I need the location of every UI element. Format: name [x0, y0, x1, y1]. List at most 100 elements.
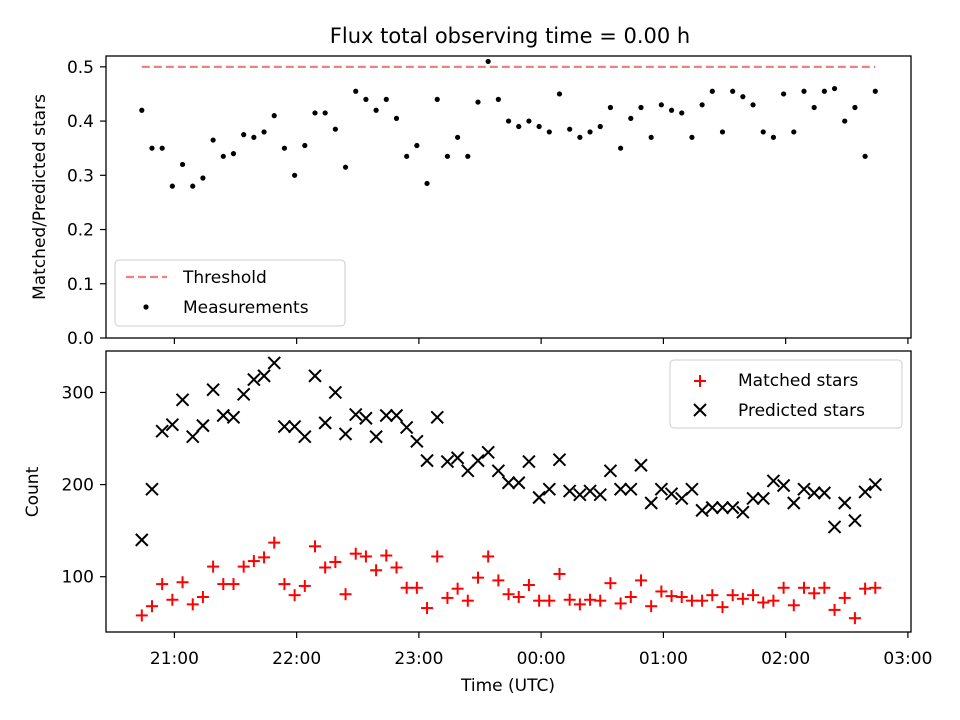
- measurement-point: [607, 104, 614, 111]
- measurement-point: [709, 88, 715, 94]
- predicted-stars-point: [715, 500, 730, 515]
- measurement-point: [332, 126, 338, 132]
- measurement-point: [719, 129, 726, 135]
- matched-stars-point: [838, 591, 851, 604]
- predicted-stars-point: [349, 407, 363, 422]
- predicted-stars-point: [644, 496, 658, 510]
- predicted-stars-point: [491, 464, 506, 478]
- matched-stars-point: [604, 577, 617, 590]
- measurement-point: [862, 153, 868, 159]
- bottom-y-tick-label: 200: [62, 476, 94, 496]
- predicted-stars-point: [532, 490, 546, 505]
- top-y-axis-label: Matched/Predicted stars: [30, 94, 50, 300]
- measurement-point: [760, 129, 766, 135]
- measurement-point: [618, 145, 624, 151]
- predicted-stars-point: [705, 500, 720, 515]
- predicted-stars-point: [399, 420, 414, 435]
- predicted-stars-point: [359, 411, 373, 425]
- measurement-point: [699, 102, 705, 108]
- matched-stars-point: [573, 598, 586, 611]
- x-tick-label: 03:00: [883, 649, 932, 669]
- predicted-stars-point: [562, 484, 577, 498]
- measurement-point: [750, 102, 756, 108]
- x-tick-label: 21:00: [150, 649, 199, 669]
- predicted-stars-point: [664, 487, 679, 501]
- matched-stars-point: [787, 599, 800, 612]
- matched-stars-point: [135, 609, 148, 622]
- predicted-stars-point: [135, 533, 149, 547]
- top-y-tick-label: 0.4: [67, 112, 94, 132]
- predicted-stars-point: [583, 484, 597, 498]
- measurement-point: [159, 145, 165, 151]
- matched-stars-point: [278, 578, 291, 591]
- predicted-stars-point: [848, 513, 862, 528]
- predicted-stars-point: [257, 369, 271, 383]
- predicted-stars-point: [196, 418, 210, 433]
- matched-stars-point: [716, 601, 729, 614]
- matched-stars-point: [471, 571, 484, 584]
- matched-stars-point: [634, 574, 647, 587]
- predicted-stars-point: [450, 451, 465, 465]
- measurement-point: [801, 88, 807, 94]
- top-legend-box: [114, 259, 346, 327]
- legend-predicted-label: Predicted stars: [738, 401, 865, 421]
- matched-stars-point: [533, 594, 546, 607]
- bottom-y-tick-label: 300: [62, 383, 94, 403]
- bottom-legend-box: [669, 359, 903, 429]
- matched-stars-point: [553, 567, 566, 580]
- x-tick-label: 01:00: [639, 649, 688, 669]
- measurement-point: [139, 107, 145, 113]
- predicted-stars-point: [338, 427, 353, 441]
- predicted-stars-point: [155, 424, 169, 438]
- measurement-point: [811, 104, 817, 111]
- predicted-stars-point: [501, 476, 516, 490]
- predicted-stars-point: [186, 429, 200, 444]
- measurement-point: [495, 96, 501, 102]
- measurement-point: [821, 88, 827, 94]
- legend-predicted-swatch: [693, 403, 707, 417]
- measurement-point: [363, 96, 369, 102]
- matched-stars-point: [655, 585, 668, 598]
- matched-stars-point: [706, 589, 719, 602]
- matched-stars-point: [726, 589, 739, 602]
- measurement-point: [536, 123, 542, 130]
- matched-stars-point: [482, 550, 495, 563]
- predicted-stars-point: [267, 356, 281, 370]
- matched-stars-point: [696, 594, 709, 607]
- matched-stars-point: [685, 594, 698, 607]
- legend-matched-label: Matched stars: [738, 371, 858, 391]
- bottom-legend: Matched stars Predicted stars: [669, 359, 903, 429]
- predicted-stars-point: [776, 478, 791, 493]
- predicted-stars-point: [838, 496, 852, 510]
- measurement-point: [628, 115, 634, 121]
- predicted-stars-point: [542, 482, 557, 496]
- predicted-stars-point: [797, 482, 811, 496]
- matched-stars-point: [145, 600, 158, 613]
- top-chart-title: Flux total observing time = 0.00 h: [330, 24, 690, 48]
- measurement-point: [220, 153, 226, 159]
- predicted-stars-point: [756, 491, 770, 506]
- measurement-point: [404, 153, 410, 159]
- measurement-point: [444, 153, 451, 159]
- predicted-stars-point: [226, 410, 241, 425]
- matched-stars-point: [757, 596, 770, 609]
- predicted-stars-point: [145, 482, 159, 496]
- predicted-stars-point: [613, 482, 628, 496]
- predicted-stars-point: [522, 454, 536, 469]
- measurement-point: [434, 96, 440, 102]
- predicted-stars-point: [746, 491, 760, 506]
- predicted-stars-point: [175, 393, 190, 407]
- predicted-stars-point: [685, 482, 699, 496]
- matched-stars-point: [247, 555, 260, 568]
- legend-measurements-swatch: [143, 304, 149, 310]
- predicted-stars-point: [593, 488, 607, 502]
- predicted-stars-point: [471, 453, 485, 468]
- top-y-tick-label: 0.2: [67, 221, 94, 241]
- matched-stars-point: [563, 593, 576, 606]
- predicted-stars-point: [695, 503, 709, 518]
- bottom-y-axis-label: Count: [23, 466, 43, 517]
- legend-measurements-label: Measurements: [183, 298, 309, 318]
- matched-stars-point: [777, 581, 790, 594]
- matched-stars-point: [624, 590, 637, 603]
- matched-stars-point: [543, 594, 556, 607]
